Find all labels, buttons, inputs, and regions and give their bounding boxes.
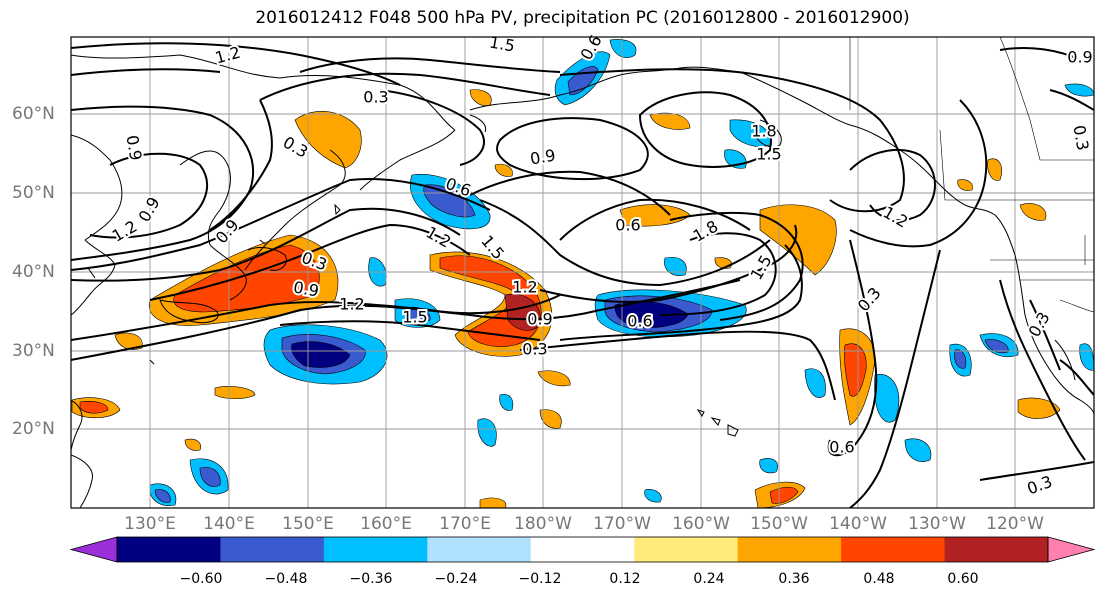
contour-label: 0.3: [522, 340, 547, 359]
lon-label: 150°W: [750, 514, 808, 534]
colorbar-swatch: [530, 537, 635, 562]
lon-label: 150°E: [282, 514, 334, 534]
colorbar-swatch: [634, 537, 739, 562]
contour-label: 1.8: [751, 122, 776, 141]
coastlines: [71, 54, 1094, 508]
colorbar-tick-label: −0.48: [264, 571, 308, 587]
contour-label: 0.9: [529, 145, 557, 168]
lat-label: 60°N: [12, 104, 55, 124]
contour-label: 0.3: [363, 88, 388, 107]
lat-label: 20°N: [12, 419, 55, 439]
colorbar-swatch: [737, 537, 842, 562]
colorbar-swatch: [323, 537, 428, 562]
lon-label: 130°W: [908, 514, 966, 534]
lat-label: 50°N: [12, 183, 55, 203]
lon-label: 180°W: [514, 514, 572, 534]
colorbar-tick-label: −0.12: [518, 571, 562, 587]
lon-label: 120°W: [986, 514, 1044, 534]
positive-precip-shading: [71, 89, 1061, 508]
political-boundaries: [849, 37, 1094, 313]
lat-label: 40°N: [12, 262, 55, 282]
colorbar-over-arrow: [1047, 536, 1096, 563]
contour-label: 0.9: [1067, 48, 1092, 67]
colorbar-tick-label: 0.60: [947, 571, 979, 587]
colorbar-under-arrow: [69, 536, 118, 563]
colorbar-tick-label: 0.12: [609, 571, 641, 587]
gridlines: [71, 37, 1094, 508]
colorbar-swatch: [220, 537, 325, 562]
map-border: [70, 36, 1095, 509]
lon-label: 160°E: [360, 514, 412, 534]
colorbar-swatch: [117, 537, 221, 562]
colorbar-swatch: [427, 537, 532, 562]
colorbar-tick-label: −0.36: [349, 571, 393, 587]
contour-label: 1.2: [339, 295, 364, 314]
lat-label: 30°N: [12, 341, 55, 361]
contour-label: 0.9: [527, 310, 552, 329]
colorbar-swatch: [841, 537, 946, 562]
lon-label: 140°E: [203, 514, 255, 534]
pv-contours: [71, 42, 1094, 508]
contour-label: 1.2: [512, 278, 537, 297]
colorbar-tick-label: 0.36: [778, 571, 810, 587]
colorbar-outline: [116, 536, 1049, 563]
contour-label: 0.6: [627, 312, 652, 331]
contour-label: 1.5: [756, 145, 781, 164]
contour-label: 0.6: [829, 438, 854, 457]
colorbar-tick-label: 0.24: [693, 571, 725, 587]
lon-label: 160°W: [672, 514, 730, 534]
colorbar-tick-label: −0.60: [179, 571, 223, 587]
colorbar: [69, 536, 1096, 563]
contour-label: 0.6: [615, 216, 640, 235]
colorbar-swatch: [944, 537, 1049, 562]
contour-label: 1.5: [402, 308, 427, 327]
lon-label: 140°W: [829, 514, 887, 534]
colorbar-tick-label: 0.48: [863, 571, 895, 587]
map-title: 2016012412 F048 500 hPa PV, precipitatio…: [255, 8, 910, 28]
colorbar-tick-label: −0.24: [434, 571, 478, 587]
negative-precip-shading: [149, 39, 1094, 506]
lon-label: 170°E: [439, 514, 491, 534]
lon-label: 170°W: [593, 514, 651, 534]
lon-label: 130°E: [124, 514, 176, 534]
